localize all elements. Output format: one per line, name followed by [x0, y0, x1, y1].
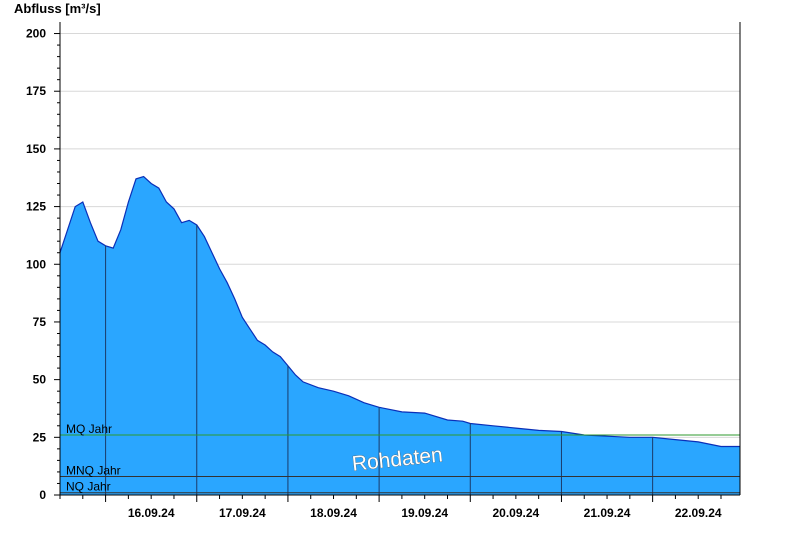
y-tick-label: 200 [26, 27, 46, 41]
y-tick-label: 150 [26, 142, 46, 156]
discharge-line [59, 175, 740, 448]
x-tick-label: 19.09.24 [401, 506, 448, 520]
x-tick-label: 20.09.24 [493, 506, 540, 520]
discharge-area [60, 176, 740, 495]
x-tick-label: 17.09.24 [219, 506, 266, 520]
y-tick-label: 75 [33, 315, 47, 329]
y-tick-label: 175 [26, 84, 46, 98]
discharge-series [59, 175, 740, 495]
x-axis-ticks: 16.09.24 17.09.24 18.09.24 19.09.24 20.09.24… [59, 495, 722, 520]
reference-line-label: NQ Jahr [66, 480, 111, 494]
y-tick-label: 125 [26, 200, 46, 214]
x-tick-label: 16.09.24 [128, 506, 175, 520]
axes [59, 22, 741, 496]
reference-line-label: MQ Jahr [66, 422, 112, 436]
y-tick-label: 25 [33, 430, 47, 444]
y-tick-label: 50 [33, 373, 47, 387]
x-tick-label: 18.09.24 [310, 506, 357, 520]
y-tick-label: 100 [26, 257, 46, 271]
reference-lines: MQ Jahr MNQ Jahr NQ Jahr [60, 422, 740, 494]
y-axis-label: Abfluss [m³/s] [14, 1, 101, 16]
x-tick-label: 22.09.24 [675, 506, 722, 520]
y-axis-ticks: 0 25 50 75 100 125 150 175 200 [26, 27, 60, 502]
y-tick-label: 0 [39, 488, 46, 502]
reference-line-label: MNQ Jahr [66, 464, 121, 478]
x-tick-label: 21.09.24 [584, 506, 631, 520]
